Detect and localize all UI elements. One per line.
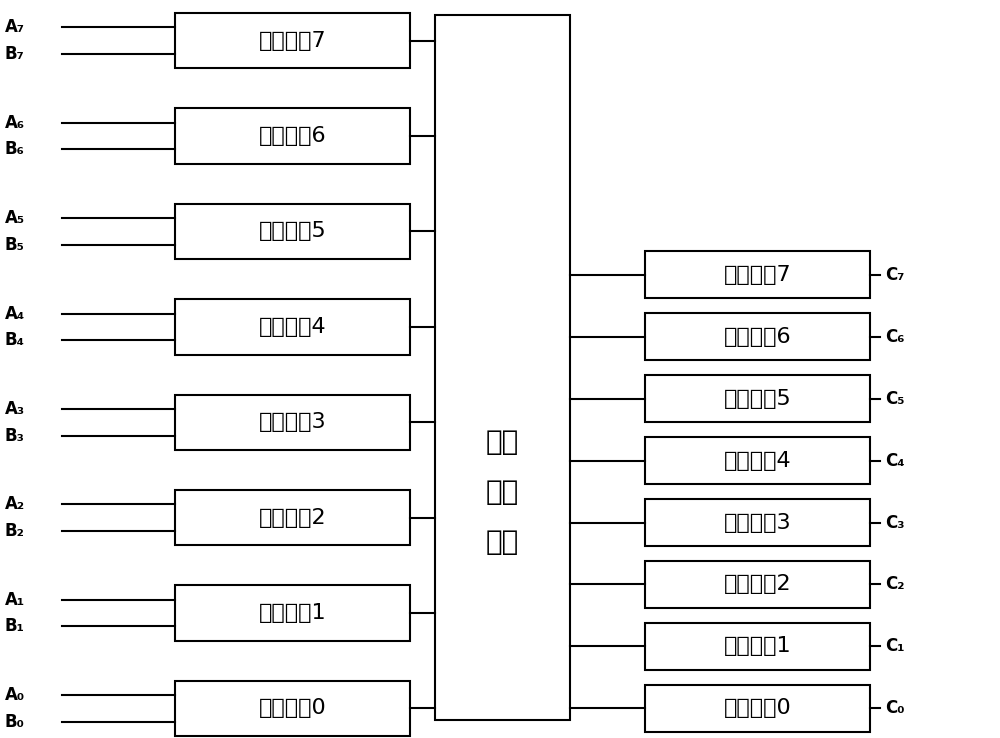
- Bar: [175, 395, 410, 450]
- Text: 输出电路5: 输出电路5: [724, 388, 791, 409]
- Text: 输出电路6: 输出电路6: [724, 326, 791, 347]
- Bar: [645, 437, 870, 484]
- Text: C₃: C₃: [885, 514, 904, 531]
- Text: 输出电路1: 输出电路1: [724, 636, 791, 657]
- Text: B₅: B₅: [5, 235, 25, 254]
- Text: 输入电路4: 输入电路4: [259, 317, 326, 337]
- Text: 输入电路2: 输入电路2: [259, 508, 326, 528]
- Bar: [175, 299, 410, 354]
- Bar: [175, 108, 410, 164]
- Text: A₂: A₂: [5, 495, 25, 514]
- Bar: [175, 681, 410, 737]
- Bar: [175, 13, 410, 69]
- Text: A₇: A₇: [5, 18, 25, 36]
- Text: B₇: B₇: [5, 45, 25, 63]
- Text: 输出电路7: 输出电路7: [724, 264, 791, 285]
- Text: 数据
处理
电路: 数据 处理 电路: [486, 427, 519, 556]
- Text: 输出电路2: 输出电路2: [724, 574, 791, 595]
- Text: A₀: A₀: [5, 686, 25, 704]
- Bar: [435, 15, 570, 720]
- Text: 输入电路6: 输入电路6: [259, 126, 326, 146]
- Text: C₇: C₇: [885, 266, 904, 283]
- Bar: [175, 585, 410, 641]
- Bar: [175, 204, 410, 259]
- Text: C₁: C₁: [885, 638, 904, 655]
- Text: A₃: A₃: [5, 400, 25, 418]
- Text: 输入电路0: 输入电路0: [259, 698, 326, 719]
- Text: B₃: B₃: [5, 427, 25, 444]
- Text: C₂: C₂: [885, 576, 904, 593]
- Bar: [645, 251, 870, 298]
- Text: C₆: C₆: [885, 328, 904, 345]
- Text: A₅: A₅: [5, 209, 25, 227]
- Bar: [645, 375, 870, 422]
- Text: 输入电路7: 输入电路7: [259, 30, 326, 51]
- Text: A₆: A₆: [5, 114, 25, 131]
- Text: B₆: B₆: [5, 140, 25, 158]
- Text: 输入电路3: 输入电路3: [259, 413, 326, 432]
- Text: 输出电路0: 输出电路0: [724, 698, 791, 719]
- Text: C₄: C₄: [885, 452, 905, 469]
- Text: B₁: B₁: [5, 618, 25, 635]
- Bar: [645, 499, 870, 546]
- Text: C₀: C₀: [885, 700, 904, 717]
- Text: A₁: A₁: [5, 591, 25, 609]
- Text: B₂: B₂: [5, 522, 25, 540]
- Text: 输入电路1: 输入电路1: [259, 603, 326, 623]
- Bar: [645, 313, 870, 360]
- Bar: [175, 490, 410, 545]
- Text: 输出电路4: 输出电路4: [724, 450, 791, 471]
- Text: B₀: B₀: [5, 713, 25, 731]
- Text: A₄: A₄: [5, 305, 25, 323]
- Bar: [645, 685, 870, 732]
- Text: 输入电路5: 输入电路5: [259, 221, 326, 241]
- Bar: [645, 623, 870, 670]
- Text: B₄: B₄: [5, 331, 25, 349]
- Text: C₅: C₅: [885, 390, 904, 407]
- Text: 输出电路3: 输出电路3: [724, 512, 791, 533]
- Bar: [645, 561, 870, 608]
